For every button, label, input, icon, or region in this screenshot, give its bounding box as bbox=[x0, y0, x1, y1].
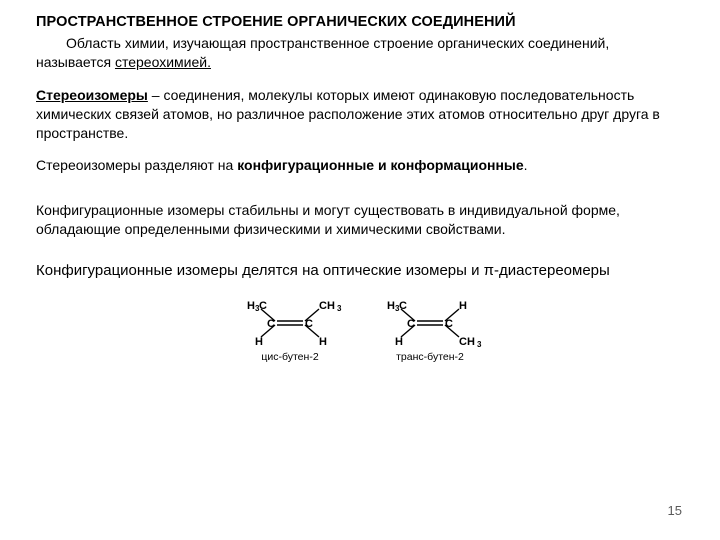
svg-text:CH: CH bbox=[459, 336, 475, 348]
trans-caption: транс-бутен-2 bbox=[375, 351, 485, 363]
chemistry-structures: C C H 3 C CH 3 H H цис-бутен-2 bbox=[36, 297, 684, 363]
svg-text:C: C bbox=[305, 318, 313, 330]
svg-text:H: H bbox=[319, 336, 327, 348]
paragraph-intro: Область химии, изучающая пространственно… bbox=[36, 34, 684, 72]
svg-text:H: H bbox=[395, 336, 403, 348]
svg-text:H: H bbox=[459, 300, 467, 312]
paragraph-classification: Стереоизомеры разделяют на конфигурацион… bbox=[36, 156, 684, 175]
paragraph-subtypes: Конфигурационные изомеры делятся на опти… bbox=[36, 261, 684, 281]
svg-text:C: C bbox=[445, 318, 453, 330]
structure-cis: C C H 3 C CH 3 H H цис-бутен-2 bbox=[235, 297, 345, 363]
class-terms: конфигурационные и конформационные bbox=[237, 157, 523, 173]
svg-text:CH: CH bbox=[319, 300, 335, 312]
svg-text:C: C bbox=[407, 318, 415, 330]
svg-text:C: C bbox=[259, 300, 267, 312]
svg-text:3: 3 bbox=[337, 304, 342, 313]
class-tail: . bbox=[524, 157, 528, 173]
page-title: ПРОСТРАНСТВЕННОЕ СТРОЕНИЕ ОРГАНИЧЕСКИХ С… bbox=[36, 14, 684, 30]
paragraph-stereoisomers: Стереоизомеры – соединения, молекулы кот… bbox=[36, 86, 684, 143]
structure-trans: C C H 3 C H H CH 3 транс-бутен-2 bbox=[375, 297, 485, 363]
svg-text:H: H bbox=[247, 300, 255, 312]
page-number: 15 bbox=[668, 503, 682, 518]
intro-term-underlined: стереохимией. bbox=[115, 54, 211, 70]
svg-text:C: C bbox=[399, 300, 407, 312]
class-lead: Стереоизомеры разделяют на bbox=[36, 157, 237, 173]
paragraph-configurational: Конфигурационные изомеры стабильны и мог… bbox=[36, 201, 684, 239]
stereo-term: Стереоизомеры bbox=[36, 87, 148, 103]
svg-text:H: H bbox=[255, 336, 263, 348]
cis-caption: цис-бутен-2 bbox=[235, 351, 345, 363]
page: ПРОСТРАНСТВЕННОЕ СТРОЕНИЕ ОРГАНИЧЕСКИХ С… bbox=[0, 0, 720, 540]
svg-text:C: C bbox=[267, 318, 275, 330]
svg-text:H: H bbox=[387, 300, 395, 312]
svg-text:3: 3 bbox=[477, 340, 482, 349]
